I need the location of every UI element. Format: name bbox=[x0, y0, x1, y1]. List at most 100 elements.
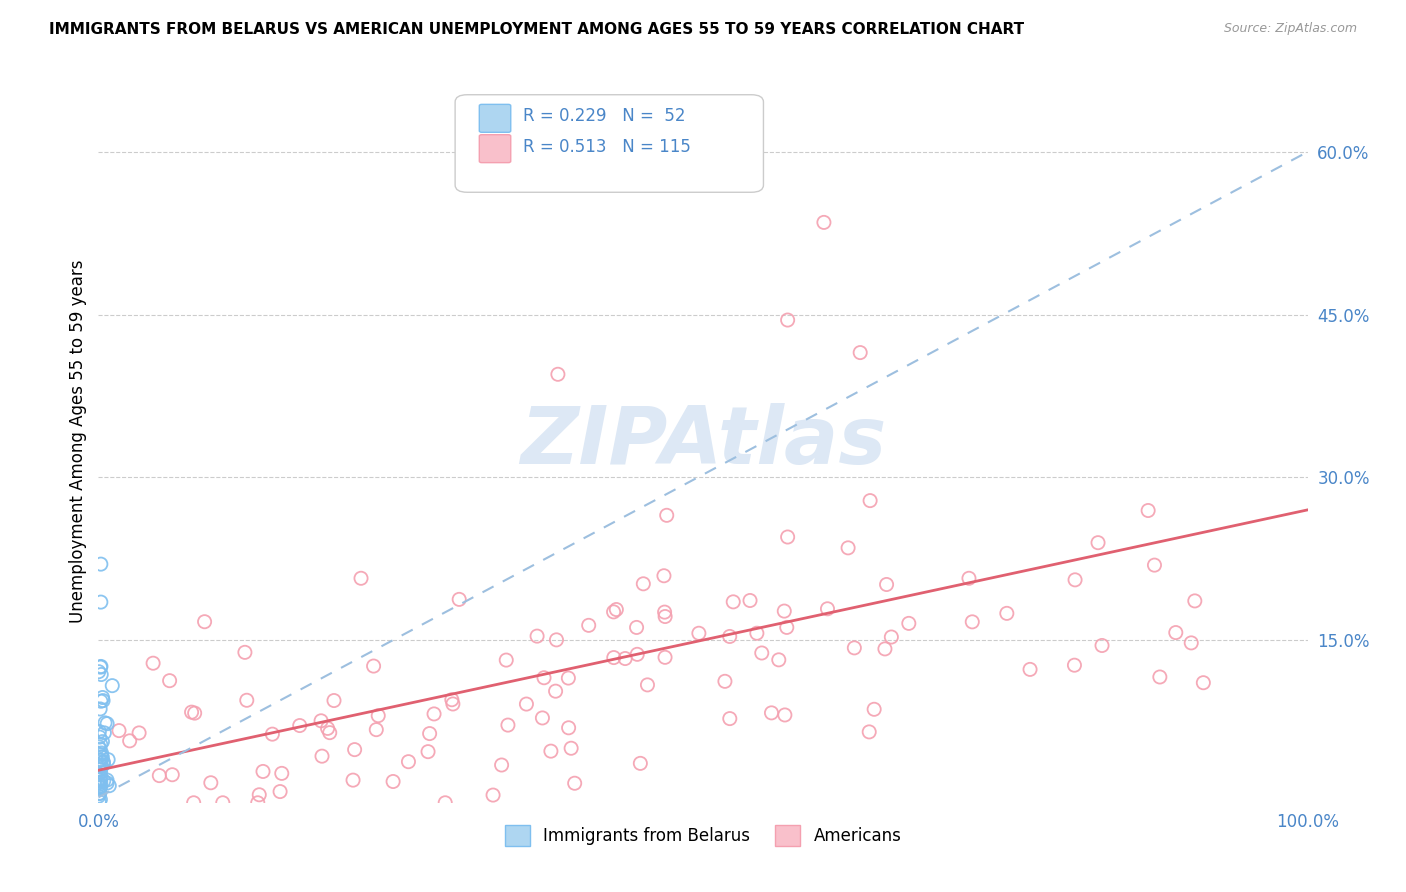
Point bbox=[1143, 558, 1166, 573]
Point bbox=[449, 592, 471, 607]
Point bbox=[654, 605, 676, 619]
Point bbox=[578, 618, 600, 632]
Point bbox=[440, 692, 463, 706]
Point bbox=[94, 715, 117, 730]
Point bbox=[90, 595, 112, 609]
Point bbox=[880, 630, 903, 644]
Point bbox=[564, 776, 586, 790]
Point bbox=[91, 690, 114, 705]
Point bbox=[288, 718, 311, 732]
Legend: Immigrants from Belarus, Americans: Immigrants from Belarus, Americans bbox=[498, 819, 908, 852]
Point bbox=[89, 780, 111, 794]
Point bbox=[323, 693, 346, 707]
Point bbox=[89, 787, 111, 801]
Point bbox=[995, 607, 1018, 621]
Point bbox=[87, 789, 110, 804]
Point bbox=[90, 753, 112, 767]
Point bbox=[90, 759, 112, 773]
Point bbox=[531, 711, 554, 725]
Point bbox=[738, 593, 761, 607]
Point bbox=[89, 786, 111, 800]
Point bbox=[363, 659, 385, 673]
Point bbox=[768, 653, 790, 667]
Point bbox=[547, 368, 569, 382]
Point bbox=[108, 723, 131, 738]
Point bbox=[560, 741, 582, 756]
Point bbox=[515, 697, 537, 711]
Point bbox=[382, 774, 405, 789]
Point bbox=[837, 541, 859, 555]
Point bbox=[128, 726, 150, 740]
Point bbox=[311, 749, 333, 764]
Point bbox=[91, 734, 114, 748]
Point bbox=[90, 765, 112, 780]
Point bbox=[91, 750, 114, 764]
Point bbox=[89, 730, 111, 744]
Point bbox=[97, 753, 120, 767]
Text: ZIPAtlas: ZIPAtlas bbox=[520, 402, 886, 481]
Point bbox=[89, 763, 111, 777]
Point bbox=[603, 650, 626, 665]
Point bbox=[89, 779, 111, 793]
Point bbox=[654, 650, 676, 665]
Point bbox=[90, 737, 112, 751]
Point bbox=[849, 345, 872, 359]
Point bbox=[98, 779, 121, 793]
Point bbox=[776, 530, 799, 544]
Point bbox=[540, 744, 562, 758]
Point bbox=[688, 626, 710, 640]
Point bbox=[773, 604, 796, 618]
Point bbox=[342, 773, 364, 788]
Point bbox=[1164, 625, 1187, 640]
Point bbox=[89, 742, 111, 756]
Point bbox=[655, 508, 678, 523]
Point bbox=[89, 772, 111, 787]
Point bbox=[416, 745, 439, 759]
Text: R = 0.229   N =  52: R = 0.229 N = 52 bbox=[523, 107, 685, 126]
Point bbox=[180, 705, 202, 719]
Point bbox=[434, 796, 457, 810]
Text: Source: ZipAtlas.com: Source: ZipAtlas.com bbox=[1223, 22, 1357, 36]
Point bbox=[162, 768, 184, 782]
Point bbox=[87, 665, 110, 679]
Point bbox=[183, 796, 205, 810]
Text: IMMIGRANTS FROM BELARUS VS AMERICAN UNEMPLOYMENT AMONG AGES 55 TO 59 YEARS CORRE: IMMIGRANTS FROM BELARUS VS AMERICAN UNEM… bbox=[49, 22, 1025, 37]
Point bbox=[90, 747, 112, 762]
Point bbox=[751, 646, 773, 660]
Point bbox=[118, 734, 141, 748]
Point bbox=[90, 771, 112, 785]
Point bbox=[142, 657, 165, 671]
Point bbox=[87, 739, 110, 754]
Point bbox=[1091, 639, 1114, 653]
Point bbox=[270, 766, 292, 780]
Point bbox=[1180, 636, 1202, 650]
Point bbox=[863, 702, 886, 716]
Point bbox=[183, 706, 205, 720]
Point bbox=[602, 605, 624, 619]
Point bbox=[626, 648, 648, 662]
Point bbox=[723, 595, 745, 609]
Point bbox=[1087, 535, 1109, 549]
Point bbox=[101, 679, 124, 693]
Point bbox=[718, 712, 741, 726]
Point bbox=[343, 742, 366, 756]
Point bbox=[859, 493, 882, 508]
Y-axis label: Unemployment Among Ages 55 to 59 years: Unemployment Among Ages 55 to 59 years bbox=[69, 260, 87, 624]
Point bbox=[89, 754, 111, 768]
Point bbox=[526, 629, 548, 643]
Point bbox=[626, 620, 648, 634]
Point bbox=[90, 557, 112, 571]
Point bbox=[90, 659, 112, 673]
Point bbox=[1019, 662, 1042, 676]
Point bbox=[316, 722, 339, 736]
Point bbox=[844, 640, 866, 655]
Point bbox=[91, 693, 114, 707]
FancyBboxPatch shape bbox=[479, 135, 510, 162]
Point bbox=[419, 726, 441, 740]
Point bbox=[652, 568, 675, 582]
Point bbox=[876, 577, 898, 591]
Point bbox=[776, 620, 799, 634]
Point bbox=[776, 313, 799, 327]
Point bbox=[654, 609, 676, 624]
Point bbox=[1137, 503, 1160, 517]
